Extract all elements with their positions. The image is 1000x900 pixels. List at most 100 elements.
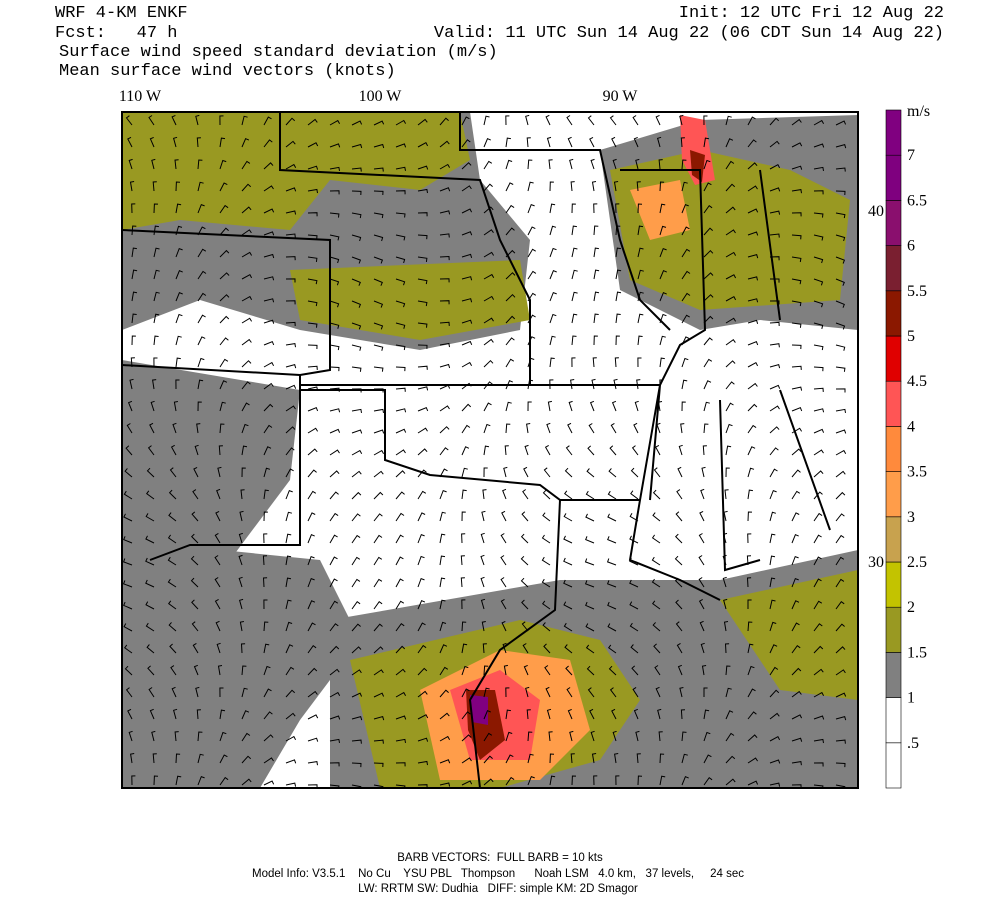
wind-barb: [373, 491, 384, 500]
wind-barb: [813, 470, 824, 478]
wind-barb: [329, 234, 340, 241]
wind-barb: [527, 753, 534, 764]
wind-barb: [522, 489, 529, 500]
wind-barb: [263, 688, 272, 698]
wind-barb: [153, 313, 160, 324]
wind-barb: [659, 292, 667, 302]
wind-barb: [285, 300, 296, 305]
wind-barb: [483, 183, 493, 192]
lon-label: 90 W: [603, 88, 639, 105]
wind-barb: [172, 422, 177, 434]
wind-barb: [681, 226, 690, 236]
wind-barb: [571, 313, 578, 324]
wind-barb: [501, 620, 507, 632]
wind-barb: [329, 143, 341, 148]
wind-barb: [629, 579, 639, 588]
wind-barb: [241, 732, 251, 742]
wind-barb: [681, 401, 686, 412]
wind-barb: [152, 181, 157, 192]
wind-barb: [395, 491, 405, 500]
wind-barb: [653, 467, 661, 478]
wind-barb: [483, 778, 494, 786]
wind-barb: [614, 753, 619, 764]
map: [121, 111, 859, 789]
wind-barb: [351, 623, 361, 632]
wind-barb: [483, 687, 490, 698]
wind-barb: [215, 620, 221, 632]
wind-barb: [813, 119, 825, 126]
wind-barb: [329, 556, 338, 566]
wind-barb: [659, 203, 666, 214]
colorbar-segment: [885, 471, 902, 518]
footer-line: Model Info: V3.5.1 No Cu YSU PBL Thompso…: [252, 868, 744, 880]
map-frame: [121, 111, 859, 789]
wind-barb: [439, 621, 447, 632]
wind-barb: [219, 182, 228, 192]
wind-barb: [172, 708, 178, 720]
wind-barb: [127, 136, 133, 148]
wind-barb: [307, 644, 317, 654]
wind-barb: [585, 601, 595, 610]
wind-barb: [171, 686, 177, 698]
wind-barb: [285, 233, 296, 238]
wind-barb: [373, 784, 384, 788]
wind-barb: [395, 470, 406, 478]
wind-barb: [461, 621, 467, 632]
wind-barb: [174, 731, 179, 742]
wind-barb: [500, 555, 507, 566]
wind-barb: [703, 687, 708, 697]
wind-barb: [219, 423, 225, 434]
wind-barb: [218, 445, 223, 456]
wind-barb: [658, 159, 663, 170]
wind-barb: [329, 366, 340, 372]
wind-barb: [307, 690, 318, 698]
wind-barb: [725, 710, 734, 720]
wind-barb: [651, 534, 661, 544]
wind-barb: [607, 490, 617, 500]
wind-barb: [675, 621, 683, 632]
wind-barb: [151, 730, 156, 742]
wind-barb: [505, 159, 513, 170]
wind-barb: [417, 622, 426, 632]
wind-barb: [329, 623, 339, 632]
wind-barb: [461, 643, 468, 654]
wind-barb: [569, 730, 574, 742]
wind-barb: [285, 210, 297, 215]
wind-barb: [835, 739, 846, 744]
wind-barb: [263, 489, 269, 500]
wind-barb: [769, 782, 781, 787]
wind-barb: [542, 489, 551, 500]
wind-barb: [813, 668, 824, 676]
wind-barb: [500, 577, 507, 588]
wind-barb: [351, 344, 362, 351]
wind-barb: [175, 357, 181, 368]
wind-barb: [461, 361, 473, 368]
wind-barb: [483, 381, 493, 390]
wind-barb: [545, 114, 551, 126]
wind-barb: [197, 248, 207, 258]
wind-barb: [263, 446, 272, 456]
wind-barb: [549, 775, 556, 786]
wind-barb: [307, 622, 316, 632]
wind-barb: [791, 622, 800, 632]
wind-barb: [169, 467, 177, 478]
wind-barb: [329, 300, 340, 308]
colorbar-segment: [885, 335, 902, 382]
wind-barb: [175, 775, 182, 786]
wind-barb: [791, 189, 802, 194]
wind-barb: [395, 300, 406, 308]
wind-barb: [263, 599, 268, 610]
wind-barb: [747, 319, 759, 324]
wind-barb: [791, 645, 801, 654]
wind-barb: [329, 470, 340, 478]
wind-barb: [395, 143, 407, 148]
wind-barb: [813, 715, 825, 720]
wind-barb: [329, 278, 340, 286]
wind-barb: [483, 732, 493, 742]
wind-barb: [835, 167, 846, 172]
wind-barb: [146, 467, 155, 478]
wind-barb: [747, 298, 759, 303]
wind-barb: [813, 645, 824, 654]
wind-barb: [461, 340, 473, 346]
